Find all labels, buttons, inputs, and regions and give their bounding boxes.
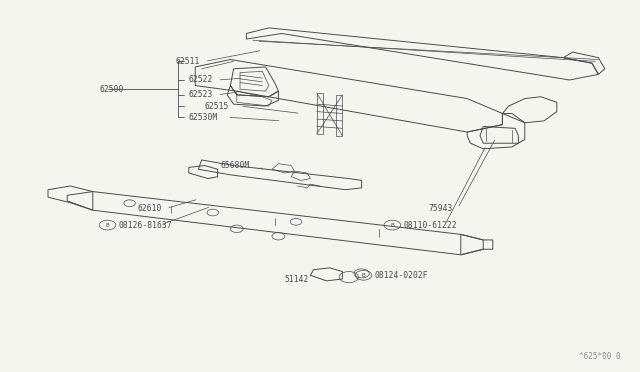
- Text: 08126-81637: 08126-81637: [118, 221, 172, 230]
- Text: 62530M: 62530M: [189, 113, 218, 122]
- Text: 62610: 62610: [138, 204, 162, 213]
- Text: B: B: [390, 222, 394, 228]
- Text: 08110-61222: 08110-61222: [403, 221, 457, 230]
- Text: 65680M: 65680M: [221, 161, 250, 170]
- Text: B: B: [362, 273, 365, 278]
- Text: 51142: 51142: [285, 275, 309, 283]
- Text: 62522: 62522: [189, 76, 213, 84]
- Text: 62515: 62515: [205, 102, 229, 110]
- Text: 75943: 75943: [429, 204, 453, 213]
- Text: 62523: 62523: [189, 90, 213, 99]
- Text: 62500: 62500: [99, 85, 124, 94]
- Text: 62511: 62511: [176, 57, 200, 66]
- Text: 08124-0202F: 08124-0202F: [374, 271, 428, 280]
- Text: ^625*00 0: ^625*00 0: [579, 352, 621, 361]
- Text: B: B: [106, 222, 109, 228]
